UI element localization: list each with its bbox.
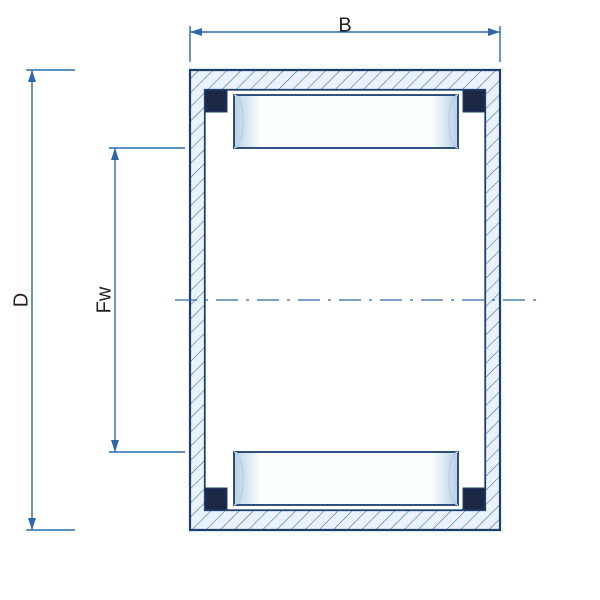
arrow-head xyxy=(111,440,119,452)
cage-section xyxy=(205,90,227,112)
roller-top xyxy=(234,95,458,148)
cage-section xyxy=(463,90,485,112)
arrow-head xyxy=(111,148,119,160)
cage-section xyxy=(463,488,485,510)
arrow-head xyxy=(28,518,36,530)
dimension-label-b: B xyxy=(338,14,351,36)
arrow-head xyxy=(28,70,36,82)
roller-bottom xyxy=(234,452,458,505)
arrow-head xyxy=(190,28,202,36)
arrow-head xyxy=(488,28,500,36)
cage-section xyxy=(205,488,227,510)
dimension-label-fw: Fw xyxy=(93,286,115,313)
dimension-label-d: D xyxy=(10,293,32,307)
